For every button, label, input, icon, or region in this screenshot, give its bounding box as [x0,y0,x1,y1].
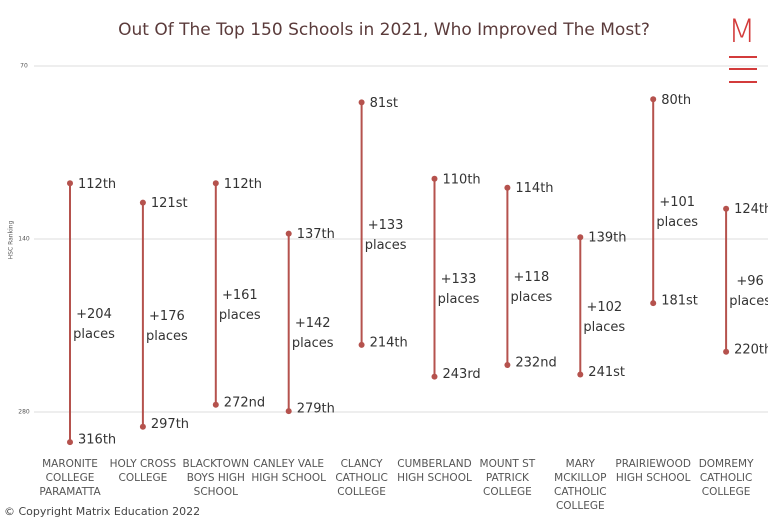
improvement-label: +102 places [583,299,626,335]
x-tick-label: CANLEY VALE HIGH SCHOOL [251,458,326,484]
dot [723,205,730,212]
data-label: 137th [297,227,335,242]
dot [358,99,365,106]
chart-title: Out Of The Top 150 Schools in 2021, Who … [118,20,650,40]
data-label: 124th [734,202,768,217]
improvement-label: +101 places [656,195,699,231]
x-tick-label: CLANCY CATHOLIC COLLEGE [335,458,388,498]
improvement-label: +204 places [73,306,115,342]
dot [139,423,146,430]
dot [67,180,73,187]
data-label: 232nd [515,356,556,371]
dot [431,373,438,380]
data-label: 214th [370,335,408,350]
x-tick-label: MOUNT ST PATRICK COLLEGE [479,458,536,498]
data-label: 316th [78,433,116,448]
dot [650,96,657,103]
data-label: 220th [734,342,768,357]
data-label: 139th [588,231,626,246]
dot [577,371,584,378]
data-label: 243rd [443,367,481,382]
data-label: 80th [661,93,691,108]
data-label: 241st [588,365,625,380]
dot [504,184,511,191]
dot [212,401,219,408]
data-label: 110th [443,172,481,187]
dot [358,341,365,348]
x-tick-label: MARONITE COLLEGE PARAMATTA [39,458,101,498]
x-tick-label: BLACKTOWN BOYS HIGH SCHOOL [182,458,250,498]
x-tick-label: HOLY CROSS COLLEGE [109,458,177,484]
x-tick-label: MARY MCKILLOP CATHOLIC COLLEGE [554,458,607,512]
dot [67,439,73,446]
footer: © Copyright Matrix Education 2022 [4,505,201,518]
y-axis-label: HSC Ranking [8,220,15,259]
improvement-label: +133 places [437,271,480,307]
dot [723,348,730,355]
data-label: 114th [515,181,553,196]
data-label: 279th [297,402,335,417]
data-label: 181st [661,294,698,309]
data-label: 112th [78,177,116,192]
logo: M [728,12,756,50]
improvement-label: +118 places [510,270,553,306]
x-tick-label: CUMBERLAND HIGH SCHOOL [397,458,472,484]
dot [285,408,292,415]
x-tick-label: PRAIRIEWOOD HIGH SCHOOL [615,458,691,484]
dot [504,362,511,369]
y-tick-label: 70 [20,62,28,69]
data-label: 297th [151,417,189,432]
dot [577,234,584,241]
dot [212,180,219,187]
x-tick-label: DOMREMY CATHOLIC COLLEGE [698,458,754,498]
improvement-label: +176 places [146,308,188,344]
improvement-label: +96 places [729,274,768,310]
dot [431,175,438,182]
improvement-label: +133 places [364,217,407,253]
dot [650,300,657,307]
data-label: 112th [224,177,262,192]
data-label: 272nd [224,395,265,410]
y-tick-label: 140 [18,235,30,242]
data-label: 121st [151,196,188,211]
data-label: 81st [370,96,398,111]
dot [285,230,292,237]
improvement-label: +161 places [218,288,261,324]
dot [139,199,146,206]
y-tick-label: 280 [18,408,30,415]
improvement-label: +142 places [291,316,334,352]
